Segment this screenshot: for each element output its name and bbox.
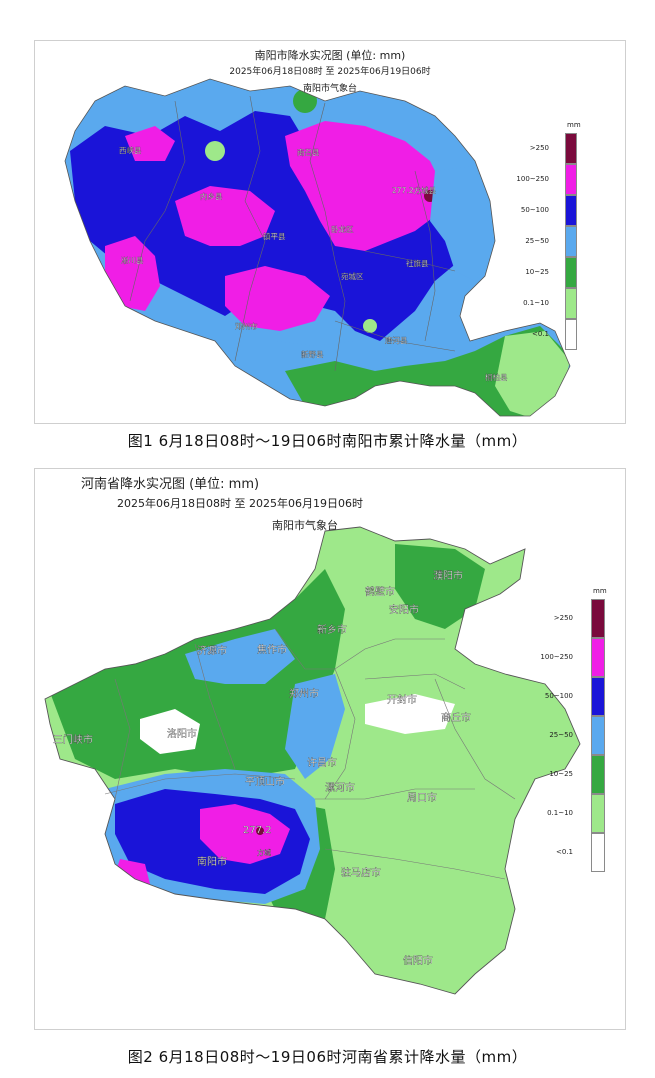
legend-label: 100~250 — [516, 174, 549, 183]
figure1-caption: 图1 6月18日08时～19日06时南阳市累计降水量（mm） — [127, 432, 528, 450]
map2-lightblue-zone — [185, 629, 295, 684]
map1-issuer: 南阳市气象台 — [302, 84, 357, 94]
map1-lightgreen-spot — [205, 141, 225, 161]
legend-label: 25~50 — [549, 730, 573, 739]
map2-magenta-zone — [200, 804, 290, 864]
map1-county-borders — [129, 95, 456, 372]
map1-lightgreen-zone — [495, 331, 570, 416]
map2-label: 洛阳市 — [167, 727, 197, 740]
map2-label: 焦作市 — [257, 643, 287, 656]
legend-label: 0.1~10 — [547, 808, 573, 817]
nanyang-rainfall-map-panel: 南阳市降水实况图 (单位: mm) 2025年06月18日08时 至 2025年… — [34, 40, 626, 424]
map1-magenta-zone — [285, 121, 445, 251]
map1-label: 内乡县 — [200, 191, 223, 201]
legend-label: 50~100 — [520, 205, 549, 214]
map2-label: 信阳市 — [403, 954, 433, 967]
map1-lightgreen-spot — [363, 319, 377, 333]
map2-label: 安阳市 — [389, 603, 419, 616]
legend-unit: mm — [593, 587, 607, 595]
legend-swatch — [565, 226, 577, 257]
map1-green-zone — [285, 326, 565, 416]
map1-label: 宛城区 — [341, 271, 364, 281]
map1-magenta-zone — [225, 266, 330, 331]
legend-swatch — [591, 599, 605, 638]
map1-label: 新野县 — [301, 349, 324, 359]
henan-map: 濮阳市 鹤壁市 安阳市 新乡市 济源市 焦作市 郑州市 开封市 商丘市 三门峡市… — [44, 526, 581, 995]
map2-title: 河南省降水实况图 (单位: mm) — [80, 477, 260, 492]
map2-label: 南阳市 — [197, 855, 227, 868]
map2-green-north — [395, 544, 485, 629]
legend-label: 100~250 — [540, 652, 573, 661]
map1-label: 淅川县 — [121, 255, 144, 265]
legend-swatch — [591, 638, 605, 677]
map2-period: 2025年06月18日08时 至 2025年06月19日06时 — [117, 497, 363, 510]
legend-label: >250 — [553, 613, 573, 622]
legend-swatch — [565, 288, 577, 319]
map1-label: 南召县 — [297, 147, 320, 157]
map1-label: 卧龙区 — [331, 224, 354, 234]
nanyang-map: 西峡县 南召县 内乡县 镇平县 卧龙区 277.2方城县 社旗县 淅川县 宛城区… — [64, 78, 571, 417]
legend-swatch — [591, 716, 605, 755]
map1-label: 社旗县 — [406, 258, 429, 268]
map2-label: 郑州市 — [289, 687, 319, 700]
map2-label: 濮阳市 — [433, 569, 463, 582]
map2-label: 方城 — [257, 848, 271, 857]
map1-magenta-zone — [105, 236, 160, 311]
map1-label: 镇平县 — [263, 231, 286, 241]
legend-swatch — [591, 755, 605, 794]
legend-unit: mm — [567, 121, 581, 129]
map1-label: 西峡县 — [119, 145, 142, 155]
map1-magenta-zone — [175, 186, 275, 246]
map2-label: 周口市 — [407, 791, 437, 804]
map1-label: 桐柏县 — [485, 372, 508, 382]
map1-label: 唐河县 — [385, 335, 408, 345]
legend-swatch — [591, 833, 605, 872]
map2-white-zone — [365, 694, 455, 734]
map1-magenta-zone — [125, 126, 175, 161]
henan-rainfall-map-panel: 河南省降水实况图 (单位: mm) 2025年06月18日08时 至 2025年… — [34, 468, 626, 1030]
legend-label: <0.1 — [556, 847, 573, 856]
map2-label: 开封市 — [387, 693, 417, 706]
map2-label: 三门峡市 — [53, 733, 93, 746]
map2-label: 新乡市 — [317, 623, 347, 636]
legend-swatch — [565, 319, 577, 350]
map1-title: 南阳市降水实况图 (单位: mm) — [254, 49, 406, 62]
legend-label: >250 — [529, 143, 549, 152]
map2-label: 鹤壁市 — [365, 585, 395, 598]
legend-label: 10~25 — [525, 267, 549, 276]
map2-city-borders — [104, 628, 516, 880]
legend-label: 50~100 — [544, 691, 573, 700]
legend-swatch — [565, 164, 577, 195]
map1-label: 277.2方城县 — [392, 185, 436, 195]
map2-label: 许昌市 — [307, 756, 337, 769]
map2-label: 277.2 — [243, 825, 272, 836]
legend-label: 0.1~10 — [523, 298, 549, 307]
map2-label: 商丘市 — [441, 711, 471, 724]
legend-label: <0.1 — [532, 329, 549, 338]
map2-issuer: 南阳市气象台 — [272, 519, 338, 532]
map2-peak-cell — [256, 827, 264, 835]
map2-white-zone — [140, 709, 200, 754]
map2-label: 济源市 — [197, 644, 227, 657]
map2-label: 漯河市 — [325, 781, 355, 794]
legend-swatch — [565, 257, 577, 288]
map2-lightblue-zone — [285, 674, 345, 779]
legend-label: 10~25 — [549, 769, 573, 778]
map2-label: 驻马店市 — [341, 866, 381, 879]
legend-swatch — [591, 794, 605, 833]
map2-label: 平顶山市 — [245, 775, 285, 788]
legend-label: 25~50 — [525, 236, 549, 245]
map1-label: 邓州市 — [235, 321, 258, 331]
figure2-caption: 图2 6月18日08时～19日06时河南省累计降水量（mm） — [127, 1048, 528, 1066]
legend-swatch — [565, 195, 577, 226]
legend-swatch — [565, 133, 577, 164]
legend-swatch — [591, 677, 605, 716]
map1-lightblue-east — [430, 166, 495, 281]
map1-period: 2025年06月18日08时 至 2025年06月19日06时 — [229, 67, 431, 77]
